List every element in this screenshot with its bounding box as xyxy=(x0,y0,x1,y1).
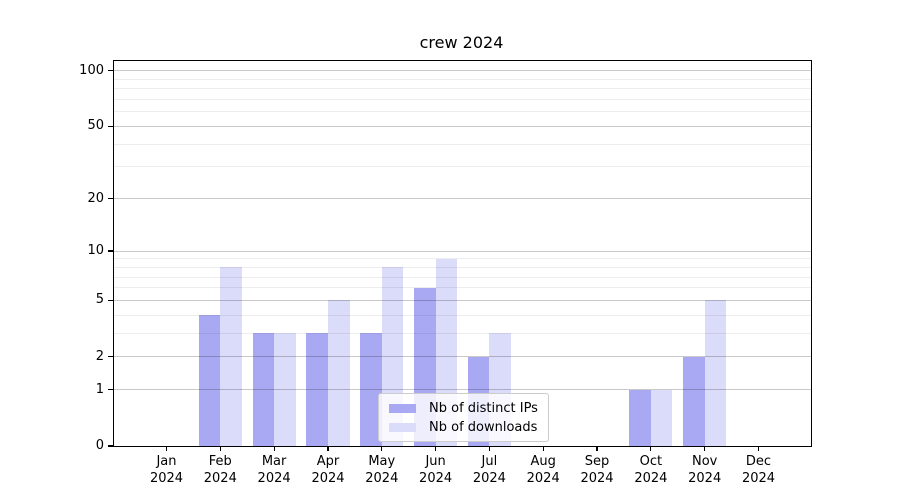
x-tick-label: Jun 2024 xyxy=(419,454,453,486)
x-tick-label: Sep 2024 xyxy=(580,454,614,486)
x-tick-mark xyxy=(596,447,598,451)
legend-entry-distinct-ips: Nb of distinct IPs xyxy=(389,400,538,416)
y-tick-label: 50 xyxy=(87,118,104,134)
x-tick-mark xyxy=(704,447,706,451)
y-tick-label: 20 xyxy=(87,190,104,206)
bar xyxy=(704,300,727,446)
x-tick-label: Mar 2024 xyxy=(257,454,291,486)
bar xyxy=(629,389,651,446)
x-tick-mark xyxy=(165,447,168,451)
x-tick-mark xyxy=(757,447,760,451)
x-tick-mark xyxy=(219,447,221,451)
y-tick-mark xyxy=(108,356,113,358)
x-tick-mark xyxy=(327,447,329,451)
bar xyxy=(360,333,382,446)
x-tick-label: Apr 2024 xyxy=(311,454,345,486)
x-tick-label: Jan 2024 xyxy=(149,454,184,486)
bar xyxy=(252,333,275,446)
plot-area: 0 1 2 5 10 20 50 100 Jan 2024 Feb 2024 Mar 2024 Apr… xyxy=(79,60,812,486)
y-tick-mark xyxy=(108,70,113,72)
y-tick-label: 10 xyxy=(87,243,104,259)
x-tick-label: Feb 2024 xyxy=(203,454,237,486)
y-tick-mark xyxy=(108,389,113,391)
legend-swatch-downloads-icon xyxy=(389,422,416,432)
legend-label-distinct-ips: Nb of distinct IPs xyxy=(429,400,538,416)
y-tick-label: 0 xyxy=(95,438,104,453)
y-tick-label: 5 xyxy=(95,292,104,308)
legend-label-downloads: Nb of downloads xyxy=(429,419,538,435)
chart-title: crew 2024 xyxy=(419,33,504,52)
y-tick-label: 100 xyxy=(79,62,104,78)
axis-layer: 0 1 2 5 10 20 50 100 Jan 2024 Feb 2024 Mar 2024 Apr… xyxy=(79,61,811,486)
bar xyxy=(274,333,296,446)
x-tick-label: Jul 2024 xyxy=(472,454,506,486)
x-tick-label: May 2024 xyxy=(365,454,399,486)
x-tick-label: Nov 2024 xyxy=(688,454,722,486)
x-tick-label: Oct 2024 xyxy=(634,454,668,486)
legend-entry-downloads: Nb of downloads xyxy=(389,419,538,435)
x-tick-mark xyxy=(542,447,544,451)
x-tick-mark xyxy=(650,447,652,451)
x-tick-mark xyxy=(273,447,275,451)
x-tick-label: Dec 2024 xyxy=(741,454,776,486)
y-tick-mark xyxy=(108,125,113,127)
y-tick-label: 2 xyxy=(95,348,104,364)
legend: Nb of distinct IPs Nb of downloads xyxy=(378,393,549,442)
y-tick-label: 1 xyxy=(95,381,104,397)
bar xyxy=(198,315,221,446)
x-tick-mark xyxy=(381,447,383,451)
y-tick-mark xyxy=(108,445,113,447)
x-tick-mark xyxy=(434,447,437,451)
y-tick-mark xyxy=(108,299,113,301)
bar xyxy=(306,333,328,446)
bar xyxy=(220,267,242,446)
x-tick-label: Aug 2024 xyxy=(526,454,560,486)
bar xyxy=(683,356,705,446)
y-tick-mark xyxy=(108,197,113,200)
y-tick-mark xyxy=(108,250,113,252)
bar xyxy=(328,300,350,446)
x-tick-mark xyxy=(488,447,491,451)
bar xyxy=(650,389,673,446)
legend-swatch-distinct-ips-icon xyxy=(389,403,416,413)
